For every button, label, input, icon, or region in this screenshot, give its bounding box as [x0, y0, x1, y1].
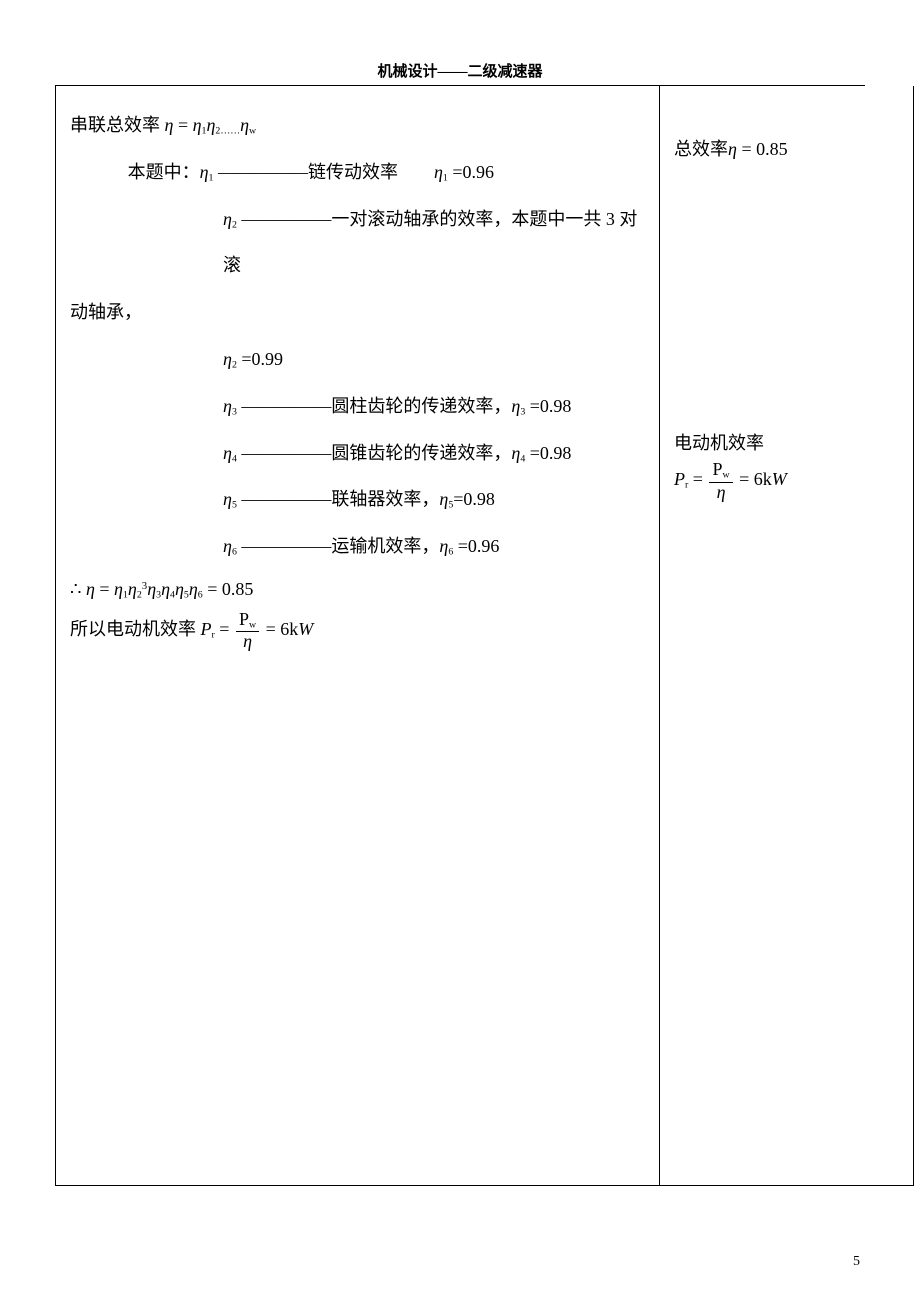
etaw-sub: w [249, 125, 256, 136]
eta5-s: η [223, 489, 232, 509]
eta4-ss: 4 [232, 453, 237, 464]
Pr-den: η [243, 631, 252, 651]
side-motor-eq: Pr = Pwη = 6kW [674, 460, 899, 502]
main-column: 串联总效率 η = η1η2……ηw 本题中：η1 —————链传动效率 η1 … [56, 86, 660, 1186]
therefore-sym: ∴ [70, 579, 81, 599]
content-table: 串联总效率 η = η1η2……ηw 本题中：η1 —————链传动效率 η1 … [55, 86, 914, 1186]
series-efficiency-line: 串联总效率 η = η1η2……ηw [70, 102, 645, 149]
s-Pr-val-W: W [772, 470, 787, 490]
side-total-label: 总效率 [674, 139, 728, 159]
eta4v-s: η [511, 443, 520, 463]
side-column: 总效率η = 0.85 电动机效率 Pr = Pwη = 6kW [660, 86, 914, 1186]
Pr-fraction: Pwη [236, 610, 259, 652]
etaw: η [240, 115, 249, 135]
eta2v-s: η [223, 349, 232, 369]
eta3v-s: η [511, 396, 520, 416]
s-Pr-P: P [674, 470, 685, 490]
benti-prefix: 本题中： [128, 162, 200, 182]
eta6-ss: 6 [232, 547, 237, 558]
eta2v-val: =0.99 [237, 349, 283, 369]
s-Pr-den: η [717, 482, 726, 502]
eq-sign: = [178, 115, 193, 135]
eta2-dash: —————一对滚动轴承的效率，本题中一共 3 对滚 [223, 209, 637, 276]
eta1-line: 本题中：η1 —————链传动效率 η1 =0.96 [70, 149, 645, 196]
eta2-ss: 2 [232, 219, 237, 230]
eta2-line-b: 动轴承， [70, 289, 645, 336]
eta4-val: =0.98 [525, 443, 571, 463]
res-eta: η [86, 579, 95, 599]
Pr-val-eq: = 6k [261, 619, 298, 639]
motor-prefix: 所以电动机效率 [70, 619, 201, 639]
r-e5: η [175, 579, 184, 599]
Pr-num-sub: w [249, 619, 256, 630]
eta1v-s: η [434, 162, 443, 182]
eta6-s: η [223, 536, 232, 556]
eta3-s: η [223, 396, 232, 416]
eta5-ss: 5 [232, 500, 237, 511]
Pr-eq: = [215, 619, 234, 639]
page: 机械设计——二级减速器 串联总效率 η = η1η2……ηw 本题中：η1 ——… [0, 0, 920, 1302]
side-motor-label: 电动机效率 [674, 426, 899, 460]
eta5v-s: η [439, 489, 448, 509]
res-eq2: = 0.85 [203, 579, 254, 599]
eta5-dash: —————联轴器效率， [241, 489, 439, 509]
header-title: 机械设计——二级减速器 [377, 64, 542, 80]
eta1: η [193, 115, 202, 135]
side-total-eta: η [728, 139, 737, 159]
eta1-val: =0.96 [448, 162, 494, 182]
eta6v-s: η [439, 536, 448, 556]
eta6-line: η6 —————运输机效率，η6 =0.96 [70, 523, 645, 570]
res-eq1: = [95, 579, 114, 599]
eta5-val: =0.98 [453, 489, 495, 509]
eta4-line: η4 —————圆锥齿轮的传递效率，η4 =0.98 [70, 430, 645, 477]
Pr-num-P: P [239, 609, 249, 629]
s-Pr-fraction: Pwη [709, 460, 732, 502]
s-Pr-eq: = [688, 470, 707, 490]
eta3-dash: —————圆柱齿轮的传递效率， [241, 396, 511, 416]
eta4-dash: —————圆锥齿轮的传递效率， [241, 443, 511, 463]
side-motor-power: 电动机效率 Pr = Pwη = 6kW [674, 426, 899, 502]
eta2-sub: 2…… [215, 125, 240, 136]
r-e1: η [114, 579, 123, 599]
series-prefix: 串联总效率 [70, 115, 160, 135]
eta5-line: η5 —————联轴器效率，η5=0.98 [70, 476, 645, 523]
r-e6: η [189, 579, 198, 599]
eta1-s: η [200, 162, 209, 182]
page-header: 机械设计——二级减速器 [55, 60, 865, 81]
eta2-line-a: η2 —————一对滚动轴承的效率，本题中一共 3 对滚 [70, 196, 645, 290]
eta2-cont: 动轴承， [70, 302, 142, 322]
eta1-dash: —————链传动效率 [218, 162, 434, 182]
eta3-val: =0.98 [525, 396, 571, 416]
r-e2: η [128, 579, 137, 599]
motor-power-line: 所以电动机效率 Pr = Pwη = 6kW [70, 610, 645, 652]
side-total-val: = 0.85 [737, 139, 788, 159]
eta6-val: =0.96 [453, 536, 499, 556]
eta3-ss: 3 [232, 406, 237, 417]
eta2-value-line: η2 =0.99 [70, 336, 645, 383]
result-line: ∴ η = η1η23η3η4η5η6 = 0.85 [70, 570, 645, 610]
page-number: 5 [853, 1254, 860, 1270]
eta4-s: η [223, 443, 232, 463]
eta1-ss: 1 [209, 172, 214, 183]
s-Pr-val-eq: = 6k [735, 470, 772, 490]
side-total-efficiency: 总效率η = 0.85 [674, 132, 899, 166]
s-Pr-num-P: P [712, 459, 722, 479]
eta6-dash: —————运输机效率， [241, 536, 439, 556]
eta-sym: η [165, 115, 174, 135]
Pr-val-W: W [298, 619, 313, 639]
r-e4: η [161, 579, 170, 599]
Pr-P: P [201, 619, 212, 639]
r-e3: η [147, 579, 156, 599]
eta3-line: η3 —————圆柱齿轮的传递效率，η3 =0.98 [70, 383, 645, 430]
eta2-s: η [223, 209, 232, 229]
s-Pr-num-sub: w [722, 470, 729, 481]
